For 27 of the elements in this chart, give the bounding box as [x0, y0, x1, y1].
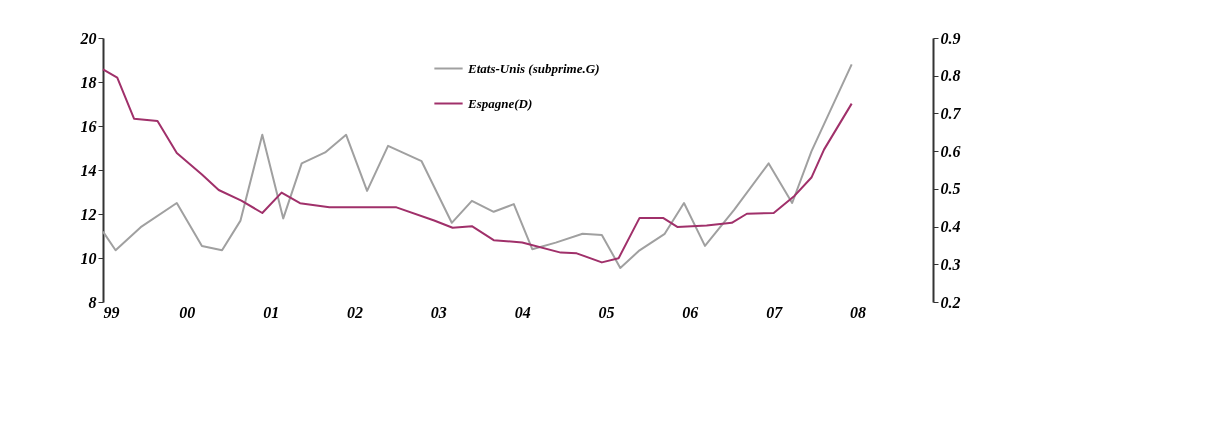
x-tick-label: 99	[103, 303, 120, 321]
y2-tick-label: 0.3	[940, 255, 961, 273]
y-tick-label: 16	[80, 117, 97, 135]
x-tick-label: 04	[514, 303, 531, 321]
y2-tick-label: 0.4	[940, 218, 961, 236]
x-tick-label: 00	[179, 303, 196, 321]
x-tick-label: 06	[682, 303, 699, 321]
y-tick-label: 18	[80, 73, 97, 91]
x-tick-label: 03	[430, 303, 447, 321]
y2-tick-label: 0.7	[940, 104, 962, 122]
y-tick-label: 8	[88, 293, 97, 311]
x-tick-label: 05	[598, 303, 615, 321]
x-tick-label: 08	[850, 303, 867, 321]
legend-label: Espagne(D)	[467, 95, 533, 111]
x-tick-label: 07	[766, 303, 784, 321]
y-tick-label: 10	[80, 249, 97, 267]
y-tick-label: 20	[79, 29, 97, 47]
y2-tick-label: 0.9	[940, 29, 961, 47]
y2-tick-label: 0.8	[940, 67, 961, 85]
legend-label: Etats-Unis (subprime.G)	[467, 60, 600, 76]
x-tick-label: 02	[347, 303, 364, 321]
x-tick-label: 01	[263, 303, 280, 321]
y2-tick-label: 0.6	[940, 142, 961, 160]
y2-tick-label: 0.5	[940, 180, 961, 198]
y-tick-label: 12	[80, 205, 97, 223]
y-tick-label: 14	[80, 161, 97, 179]
y2-tick-label: 0.2	[940, 293, 961, 311]
